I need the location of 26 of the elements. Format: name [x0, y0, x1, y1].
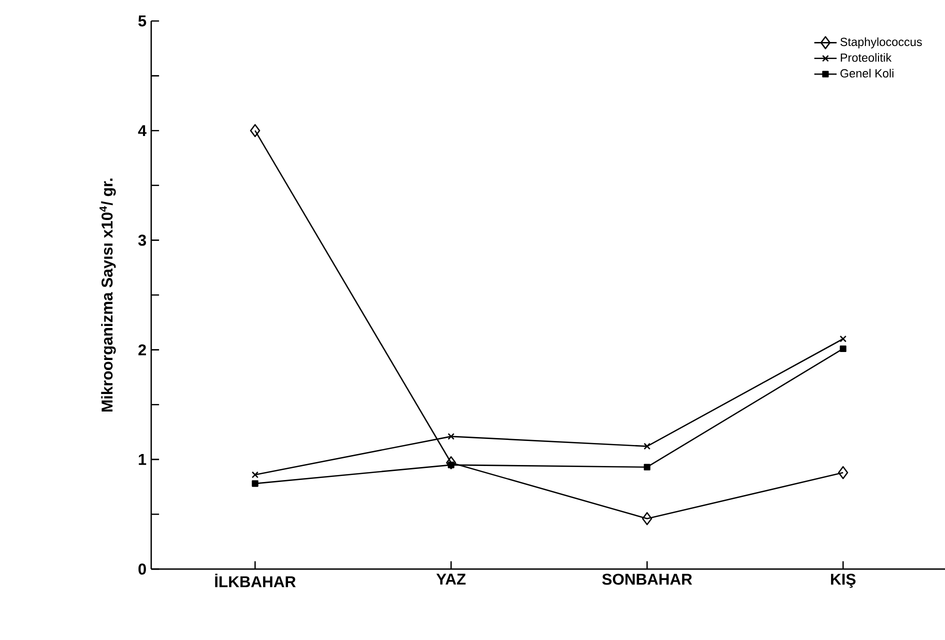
y-tick-label: 1 [138, 454, 146, 465]
point [448, 462, 454, 468]
y-tick-label: 5 [138, 16, 146, 26]
legend-label: Genel Koli [840, 68, 894, 78]
x-tick-label: KIŞ [831, 574, 856, 588]
point [840, 335, 847, 342]
point [448, 433, 455, 440]
point [252, 480, 258, 487]
y-tick-label: 3 [138, 234, 146, 246]
y-axis-title: Mikroorganizma Sayısı x10$^{4}$/ gr. [100, 178, 116, 412]
point [446, 456, 456, 470]
legend-label: Staphylococcus [840, 37, 922, 48]
legend-label: Proteolitik [840, 53, 892, 62]
point [840, 345, 846, 352]
point [644, 442, 651, 450]
point [838, 466, 848, 480]
point [642, 512, 652, 526]
x-tick-label: SONBAHAR [602, 574, 692, 585]
y-tick-label: 2 [138, 344, 146, 356]
x-tick-label: YAZ [436, 574, 466, 585]
point [250, 124, 260, 138]
point [252, 471, 259, 478]
point [644, 464, 650, 470]
y-tick-label: 0 [138, 564, 146, 575]
x-tick-label: İLKBAHAR [215, 574, 296, 588]
y-tick-label: 4 [138, 125, 146, 136]
